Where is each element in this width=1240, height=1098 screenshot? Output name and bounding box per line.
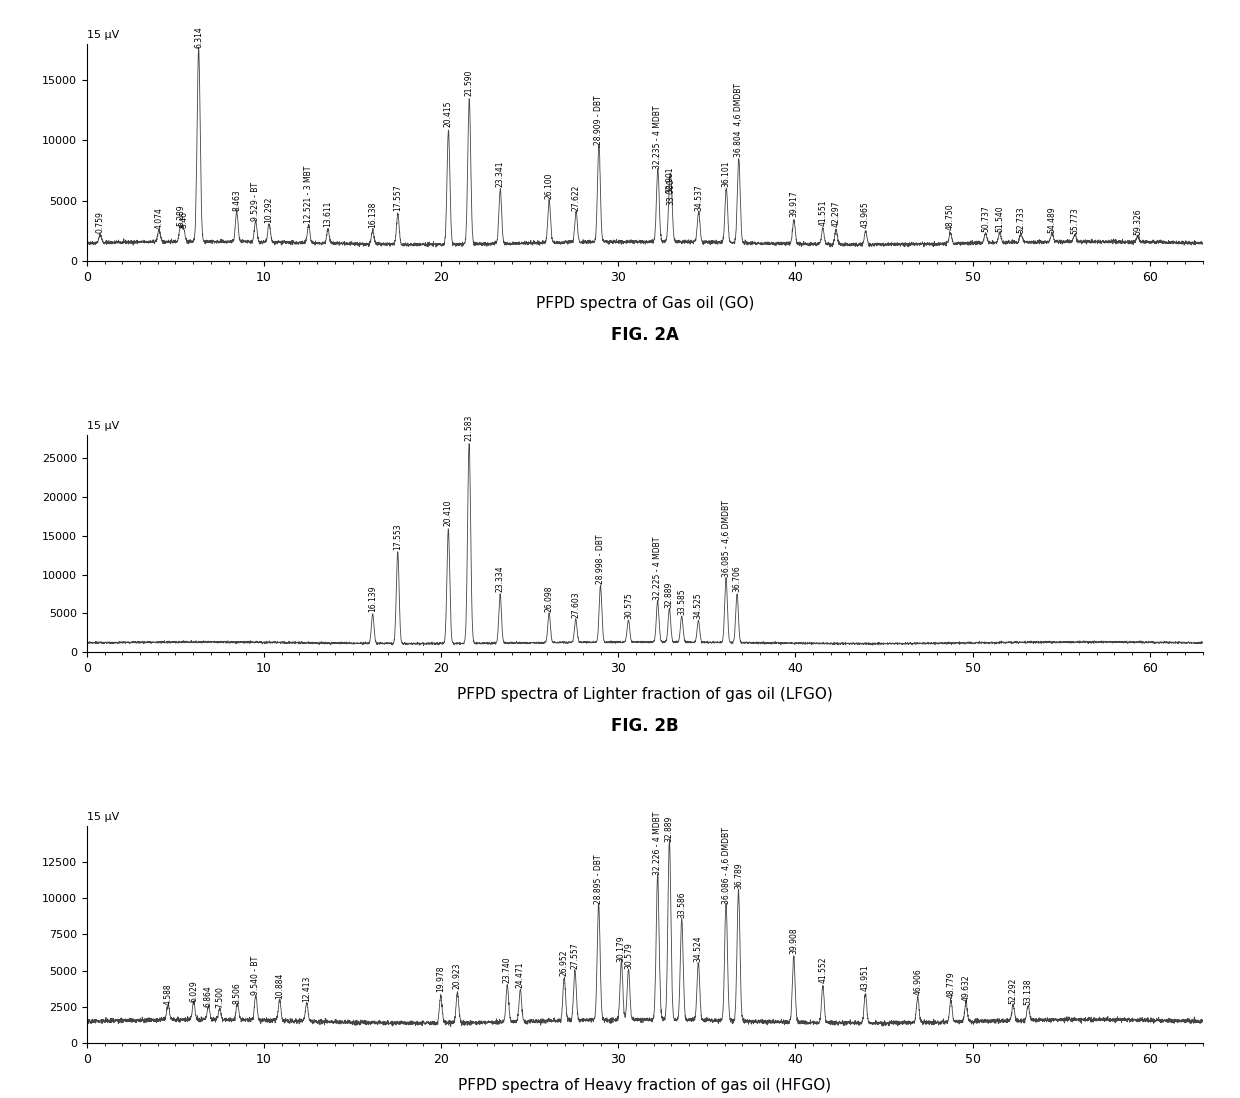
Text: 15 μV: 15 μV <box>87 421 119 430</box>
Text: 32.901: 32.901 <box>665 167 675 193</box>
Text: 39.908: 39.908 <box>789 928 799 954</box>
Text: 27.622: 27.622 <box>572 184 580 211</box>
Text: 12.413: 12.413 <box>303 976 311 1002</box>
Text: 8.463: 8.463 <box>232 189 242 211</box>
Text: 34.525: 34.525 <box>694 593 703 619</box>
Text: 8.506: 8.506 <box>233 982 242 1004</box>
Text: FIG. 2B: FIG. 2B <box>611 717 678 736</box>
Text: 20.415: 20.415 <box>444 100 453 126</box>
Text: 13.611: 13.611 <box>324 201 332 227</box>
Text: 4.588: 4.588 <box>164 984 172 1005</box>
Text: 17.557: 17.557 <box>393 184 402 211</box>
Text: 49.632: 49.632 <box>961 974 971 1000</box>
Text: 28.909 - DBT: 28.909 - DBT <box>594 96 604 145</box>
Text: 30.179: 30.179 <box>616 935 626 962</box>
Text: 19.978: 19.978 <box>436 965 445 993</box>
Text: 5.289: 5.289 <box>176 204 185 225</box>
Text: 51.540: 51.540 <box>996 205 1004 232</box>
Text: 32.889: 32.889 <box>665 581 673 607</box>
Text: 50.737: 50.737 <box>981 205 990 232</box>
Text: 46.906: 46.906 <box>913 968 923 995</box>
Text: 5.46: 5.46 <box>179 211 188 228</box>
Text: 43.951: 43.951 <box>861 964 870 990</box>
Text: 23.334: 23.334 <box>496 565 505 592</box>
Text: 7.500: 7.500 <box>216 986 224 1008</box>
Text: 26.100: 26.100 <box>544 172 553 199</box>
Text: 28.895 - DBT: 28.895 - DBT <box>594 854 603 904</box>
Text: 43.965: 43.965 <box>861 201 870 228</box>
Text: 10.884: 10.884 <box>275 973 284 999</box>
Text: 15 μV: 15 μV <box>87 30 119 40</box>
Text: 15 μV: 15 μV <box>87 811 119 821</box>
Text: 48.750: 48.750 <box>946 204 955 231</box>
Text: PFPD spectra of Lighter fraction of gas oil (LFGO): PFPD spectra of Lighter fraction of gas … <box>456 687 833 702</box>
Text: 36.804  4,6 DMDBT: 36.804 4,6 DMDBT <box>734 82 743 157</box>
Text: 33.000: 33.000 <box>667 178 676 205</box>
Text: 33.586: 33.586 <box>677 892 686 918</box>
Text: 4.074: 4.074 <box>155 208 164 229</box>
Text: 41.552: 41.552 <box>818 957 827 984</box>
Text: 6.029: 6.029 <box>188 981 198 1002</box>
Text: 36.086 - 4,6 DMDBT: 36.086 - 4,6 DMDBT <box>722 827 730 904</box>
Text: 32.226 - 4 MDBT: 32.226 - 4 MDBT <box>653 811 662 875</box>
Text: 54.489: 54.489 <box>1048 206 1056 233</box>
Text: 39.917: 39.917 <box>790 191 799 217</box>
Text: 23.341: 23.341 <box>496 160 505 187</box>
Text: 52.292: 52.292 <box>1008 977 1018 1004</box>
Text: 59.326: 59.326 <box>1133 209 1142 235</box>
Text: 36.101: 36.101 <box>722 160 730 187</box>
Text: 30.575: 30.575 <box>624 593 632 619</box>
Text: 20.923: 20.923 <box>453 963 463 989</box>
Text: 53.138: 53.138 <box>1023 978 1033 1005</box>
Text: 9.540 - BT: 9.540 - BT <box>252 956 260 995</box>
Text: 21.583: 21.583 <box>465 415 474 441</box>
Text: 26.952: 26.952 <box>559 950 569 976</box>
Text: 24.471: 24.471 <box>516 961 525 988</box>
Text: 27.557: 27.557 <box>570 942 579 968</box>
Text: 42.297: 42.297 <box>832 200 841 227</box>
Text: 6.314: 6.314 <box>195 26 203 48</box>
Text: 6.864: 6.864 <box>203 985 213 1007</box>
Text: PFPD spectra of Gas oil (GO): PFPD spectra of Gas oil (GO) <box>536 295 754 311</box>
Text: 9.529 - BT: 9.529 - BT <box>250 182 260 221</box>
Text: 32.235 - 4 MDBT: 32.235 - 4 MDBT <box>653 105 662 169</box>
Text: 12.521 - 3 MBT: 12.521 - 3 MBT <box>304 166 314 223</box>
Text: 27.603: 27.603 <box>572 591 580 618</box>
Text: 10.292: 10.292 <box>264 197 274 223</box>
Text: 30.579: 30.579 <box>624 942 632 968</box>
Text: 34.537: 34.537 <box>694 184 703 211</box>
Text: 36.706: 36.706 <box>733 565 742 592</box>
Text: FIG. 2A: FIG. 2A <box>611 326 678 345</box>
Text: 26.098: 26.098 <box>544 585 553 612</box>
Text: 28.998 - DBT: 28.998 - DBT <box>596 535 605 584</box>
Text: 32.889: 32.889 <box>665 815 673 841</box>
Text: 21.590: 21.590 <box>465 70 474 97</box>
Text: 52.733: 52.733 <box>1017 206 1025 233</box>
Text: 16.138: 16.138 <box>368 202 377 228</box>
Text: 33.585: 33.585 <box>677 589 686 616</box>
Text: 36.789: 36.789 <box>734 863 743 889</box>
Text: 48.779: 48.779 <box>946 972 955 998</box>
Text: 32.225 - 4 MDBT: 32.225 - 4 MDBT <box>653 537 662 600</box>
Text: 17.553: 17.553 <box>393 523 402 549</box>
Text: 55.773: 55.773 <box>1070 208 1079 234</box>
Text: 20.410: 20.410 <box>444 500 453 526</box>
Text: 16.139: 16.139 <box>368 585 377 612</box>
Text: PFPD spectra of Heavy fraction of gas oil (HFGO): PFPD spectra of Heavy fraction of gas oi… <box>459 1078 831 1093</box>
Text: 23.740: 23.740 <box>503 956 512 984</box>
Text: 36.085 - 4,6 DMDBT: 36.085 - 4,6 DMDBT <box>722 500 730 576</box>
Text: 41.551: 41.551 <box>818 199 827 225</box>
Text: 34.524: 34.524 <box>694 935 703 962</box>
Text: 0.759: 0.759 <box>95 211 104 233</box>
